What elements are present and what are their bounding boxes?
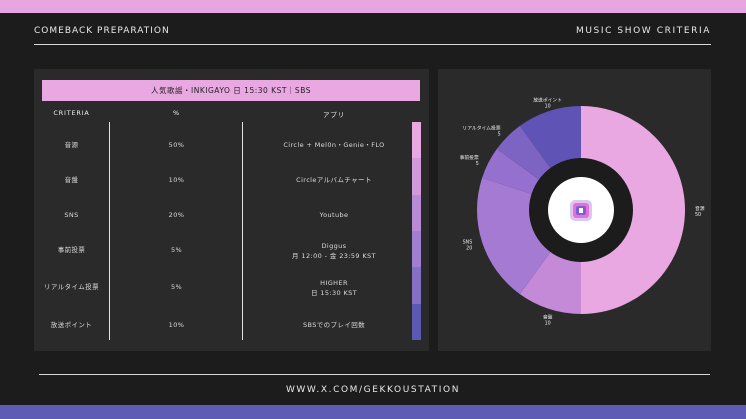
- table-row-app: Diggus: [321, 242, 347, 250]
- table-row-percent: 20%: [168, 211, 185, 219]
- table-row-percent: 10%: [168, 321, 185, 329]
- slice-label: 放送ポイント: [533, 96, 562, 103]
- legend-color-swatch: [412, 122, 421, 159]
- table-row-app: 日 15:30 KST: [310, 289, 358, 297]
- legend-color-swatch: [412, 194, 421, 231]
- table-row-app: HIGHER: [320, 279, 348, 287]
- table-row-criteria: 事前投票: [57, 246, 86, 254]
- table-row-criteria: 音源: [64, 141, 79, 149]
- column-header-criteria: CRITERIA: [53, 109, 90, 117]
- donut-chart-panel: 音源 50 音盤 10 SNS 20 事前投票 5 リアルタイム投票 5 放送ポイント 10: [438, 69, 711, 351]
- center-logo-icon: [570, 200, 592, 221]
- header-divider: [34, 44, 711, 45]
- table-row-app: SBSでのプレイ回数: [302, 321, 366, 329]
- table-row-app: Circle + Mel0n・Genie・FLO: [283, 141, 385, 149]
- slice-label: 音源: [695, 205, 705, 212]
- table-row-app: Youtube: [319, 211, 349, 219]
- column-header-app: アプリ: [323, 111, 345, 119]
- slice-value-label: 20: [466, 245, 472, 251]
- slice-value-label: 10: [545, 103, 551, 109]
- table-row-percent: 10%: [168, 176, 185, 184]
- legend-color-swatch: [412, 231, 421, 268]
- criteria-table-panel: 人気歌謡・INKIGAYO 日 15:30 KST｜SBS CRITERIA %…: [34, 69, 429, 351]
- slice-value-label: 5: [498, 132, 501, 138]
- slice-label: SNS: [463, 239, 473, 245]
- bottom-accent-bar: [0, 405, 746, 419]
- legend-color-swatch: [412, 158, 421, 195]
- slice-label: リアルタイム投票: [462, 125, 500, 132]
- table-title: 人気歌謡・INKIGAYO 日 15:30 KST｜SBS: [42, 80, 420, 101]
- table-row-criteria: SNS: [64, 211, 79, 219]
- slice-value-label: 50: [695, 212, 701, 218]
- footer-divider: [39, 374, 710, 375]
- table-row-criteria: リアルタイム投票: [43, 283, 99, 291]
- column-divider-2: [242, 122, 243, 340]
- footer-url: WWW.X.COM/GEKKOUSTATION: [285, 385, 461, 395]
- header-left-title: COMEBACK PREPARATION: [34, 26, 170, 36]
- legend-color-swatch: [412, 267, 421, 304]
- column-header-percent: %: [173, 109, 180, 117]
- slice-label: 音盤: [543, 314, 553, 321]
- legend-color-swatch: [412, 303, 421, 340]
- slice-value-label: 5: [476, 161, 479, 167]
- table-row-percent: 5%: [170, 283, 183, 291]
- slice-label: 事前投票: [460, 154, 479, 161]
- table-row-percent: 5%: [170, 246, 183, 254]
- table-row-criteria: 音盤: [64, 176, 79, 184]
- table-row-app: 月 12:00 - 金 23:59 KST: [292, 252, 376, 260]
- column-divider-1: [109, 122, 110, 340]
- table-row-percent: 50%: [168, 141, 185, 149]
- header-right-title: MUSIC SHOW CRITERIA: [575, 26, 711, 36]
- table-row-app: Circleアルバムチャート: [296, 176, 372, 184]
- slice-value-label: 10: [545, 321, 551, 327]
- top-accent-bar: [0, 0, 746, 13]
- table-row-criteria: 放送ポイント: [50, 321, 93, 329]
